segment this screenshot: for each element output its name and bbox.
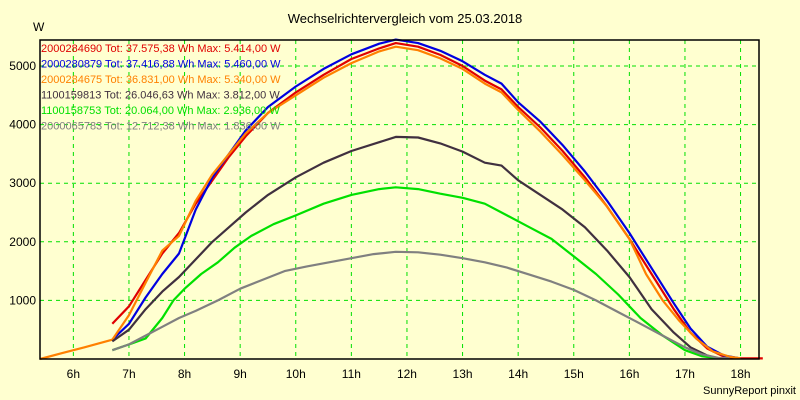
series-line-2000284690 (111, 41, 763, 360)
series-line-1100159813 (111, 135, 719, 360)
y-axis-unit-label: W (33, 20, 45, 34)
legend-entry: 2000280879 Tot: 37.416,88 Wh Max: 5.460,… (41, 59, 281, 71)
x-tick-label: 9h (233, 367, 246, 381)
plot-frame (39, 39, 760, 360)
x-tick-label: 12h (397, 367, 417, 381)
legend-entry: 2000065783 Tot: 12.712,38 Wh Max: 1.836,… (41, 121, 281, 133)
x-tick-label: 8h (178, 367, 191, 381)
y-tick-label: 1000 (9, 293, 36, 307)
x-tick-label: 11h (342, 367, 361, 381)
credit-label: SunnyReport pinxit (703, 385, 796, 397)
y-tick-label: 2000 (9, 235, 36, 249)
series-line-1100158753 (111, 186, 719, 360)
legend-entry: 1100159813 Tot: 26.046,63 Wh Max: 3.812,… (41, 90, 280, 102)
x-tick-label: 13h (453, 367, 473, 381)
x-tick-label: 17h (675, 367, 695, 381)
y-tick-label: 4000 (9, 118, 36, 132)
x-tick-label: 16h (619, 367, 639, 381)
x-tick-label: 7h (122, 367, 135, 381)
y-axis-ticks: 1000 2000 3000 4000 5000 (9, 59, 36, 307)
legend-entry: 2000284675 Tot: 36.831,00 Wh Max: 5.340,… (41, 74, 281, 86)
series-line-2000280879 (111, 38, 741, 360)
y-tick-label: 5000 (9, 59, 36, 73)
x-axis-ticks: 6h 7h 8h 9h 10h 11h 12h 13h 14h 15h 16h 17h 18h (67, 367, 751, 381)
chart-title: Wechselrichtervergleich vom 25.03.2018 (288, 11, 523, 26)
x-tick-label: 14h (508, 367, 528, 381)
x-tick-label: 18h (731, 367, 751, 381)
series-line-2000284675 (39, 45, 741, 361)
legend-entry: 1100158753 Tot: 20.064,00 Wh Max: 2.936,… (41, 105, 280, 117)
grid-lines (40, 40, 759, 359)
y-tick-label: 3000 (9, 176, 36, 190)
series-lines (39, 38, 763, 361)
legend: 2000284690 Tot: 37.575,38 Wh Max: 5.414,… (41, 43, 281, 133)
series-line-2000065783 (111, 250, 730, 360)
x-tick-label: 10h (286, 367, 306, 381)
x-tick-label: 15h (564, 367, 584, 381)
x-tick-label: 6h (67, 367, 80, 381)
legend-entry: 2000284690 Tot: 37.575,38 Wh Max: 5.414,… (41, 43, 281, 55)
